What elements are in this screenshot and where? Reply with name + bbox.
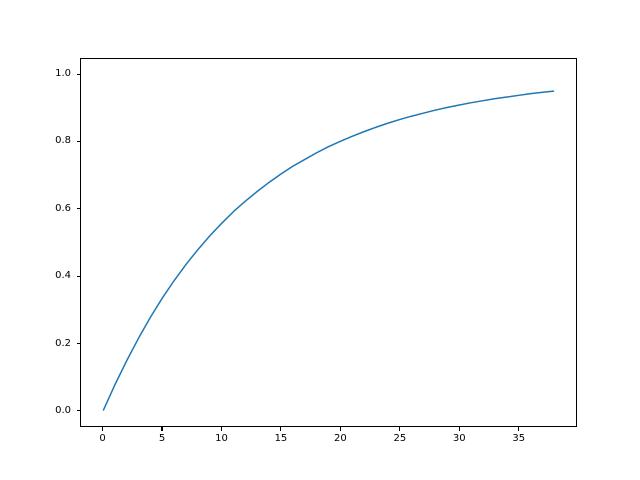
x-tick-mark xyxy=(102,427,104,431)
y-tick-mark xyxy=(76,140,80,142)
x-tick-label: 15 xyxy=(274,433,288,444)
x-tick-label: 0 xyxy=(99,433,106,444)
x-tick-label: 25 xyxy=(393,433,407,444)
x-tick-label: 10 xyxy=(215,433,228,444)
x-tick-mark xyxy=(458,427,460,431)
x-tick-mark xyxy=(220,427,223,431)
plot-axes xyxy=(80,58,577,427)
y-tick-label: 0.4 xyxy=(55,270,71,282)
line-plot-svg xyxy=(102,90,555,411)
y-tick-mark xyxy=(76,410,80,412)
x-tick-label: 5 xyxy=(158,433,166,444)
data-series-line xyxy=(102,90,555,411)
x-tick-label: 35 xyxy=(512,433,526,444)
x-tick-mark xyxy=(399,427,401,431)
y-tick-mark xyxy=(76,275,80,277)
x-tick-mark xyxy=(161,427,163,431)
x-tick-mark xyxy=(518,427,520,431)
x-tick-label: 30 xyxy=(452,433,466,444)
y-tick-mark xyxy=(76,73,80,75)
y-tick-label: 0.8 xyxy=(55,135,71,147)
y-tick-label: 0.6 xyxy=(55,202,71,214)
x-tick-label: 20 xyxy=(334,433,347,444)
y-tick-label: 0.2 xyxy=(55,337,71,349)
y-tick-mark xyxy=(76,342,80,345)
x-tick-mark xyxy=(280,427,282,431)
y-tick-mark xyxy=(76,208,80,210)
x-tick-mark xyxy=(339,427,341,431)
y-tick-label: 1.0 xyxy=(55,68,71,80)
y-tick-label: 0.0 xyxy=(55,404,71,416)
